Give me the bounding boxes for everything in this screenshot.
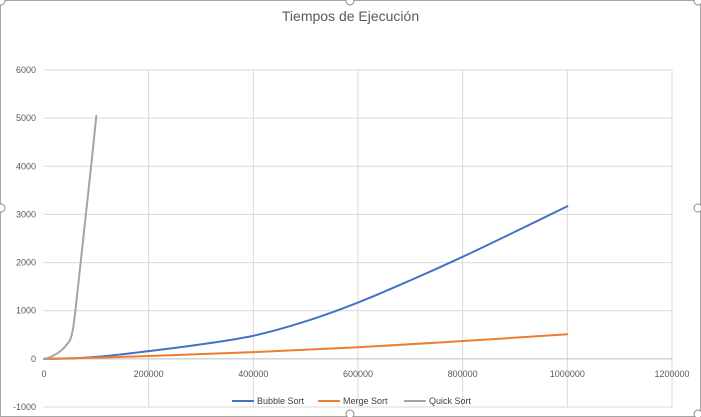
series-line-bubble-sort bbox=[43, 205, 569, 360]
x-tick-label: 400000 bbox=[238, 369, 268, 379]
y-tick-label: -1000 bbox=[13, 402, 36, 412]
gridlines bbox=[44, 69, 673, 408]
legend-label-quick-sort: Quick Sort bbox=[429, 396, 472, 406]
x-tick-label: 800000 bbox=[448, 369, 478, 379]
resize-handle[interactable] bbox=[693, 203, 701, 213]
chart-title: Tiempos de Ejecución bbox=[281, 8, 420, 24]
resize-handle[interactable] bbox=[693, 409, 701, 417]
series-line-merge-sort bbox=[43, 333, 569, 360]
x-tick-label: 200000 bbox=[134, 369, 164, 379]
resize-handle[interactable] bbox=[0, 0, 6, 6]
series-lines bbox=[43, 114, 569, 360]
y-tick-label: 2000 bbox=[16, 258, 36, 268]
y-tick-label: 5000 bbox=[16, 113, 36, 123]
x-tick-label: 600000 bbox=[343, 369, 373, 379]
resize-handle[interactable] bbox=[345, 409, 355, 417]
x-tick-label: 1200000 bbox=[654, 369, 689, 379]
legend-label-merge-sort: Merge Sort bbox=[343, 396, 388, 406]
y-tick-label: 3000 bbox=[16, 209, 36, 219]
y-tick-label: 6000 bbox=[16, 65, 36, 75]
legend-label-bubble-sort: Bubble Sort bbox=[257, 396, 305, 406]
y-axis-tick-labels: -1000 0 1000 2000 3000 4000 5000 6000 bbox=[13, 65, 36, 412]
resize-handle[interactable] bbox=[0, 203, 6, 213]
legend: Bubble Sort Merge Sort Quick Sort bbox=[232, 396, 472, 406]
x-tick-label: 0 bbox=[41, 369, 46, 379]
y-tick-label: 4000 bbox=[16, 161, 36, 171]
x-tick-label: 1000000 bbox=[550, 369, 585, 379]
series-line-quick-sort bbox=[43, 114, 98, 360]
resize-handle[interactable] bbox=[345, 0, 355, 6]
resize-handle[interactable] bbox=[693, 0, 701, 6]
y-tick-label: 1000 bbox=[16, 306, 36, 316]
x-axis-tick-labels: 0 200000 400000 600000 800000 1000000 1200000 bbox=[41, 369, 689, 379]
y-tick-label: 0 bbox=[31, 354, 36, 364]
